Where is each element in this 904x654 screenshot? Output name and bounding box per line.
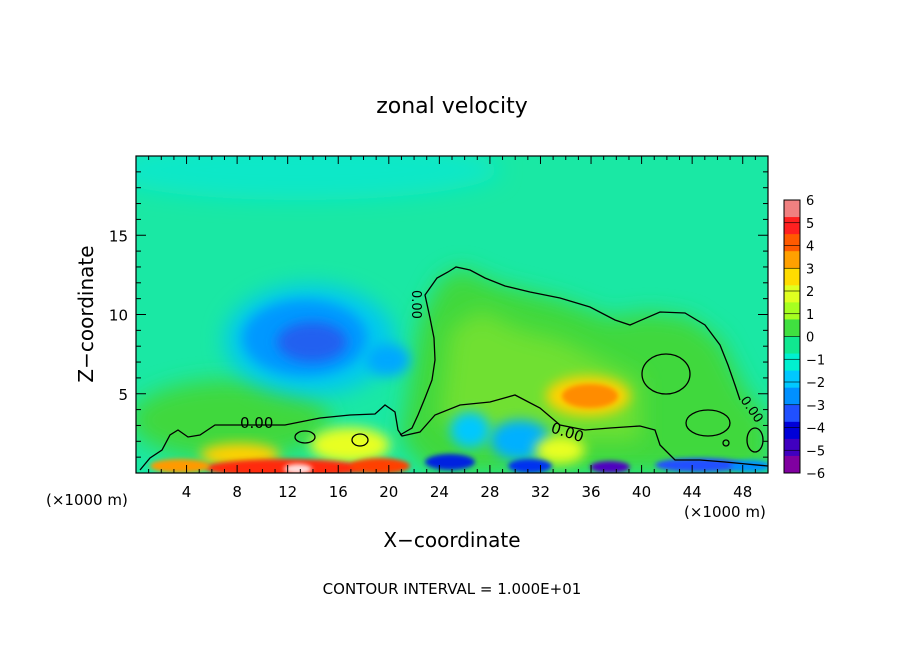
colorbar-swatch: [784, 353, 800, 372]
x-tick-label: 12: [278, 483, 297, 501]
colorbar-swatch: [784, 217, 800, 235]
colorbar-tick-label: −2: [806, 376, 825, 391]
field-surface-blue-2: [508, 459, 552, 473]
x-unit-right: (×1000 m): [684, 503, 766, 521]
x-tick-label: 32: [531, 483, 550, 501]
field-left-green: [136, 380, 330, 460]
contour-main: [399, 266, 741, 436]
colorbar-tick-label: 0: [806, 331, 814, 346]
field-surface-purple: [590, 461, 630, 473]
colorbar-tick-label: 5: [806, 217, 814, 232]
zero-contours: [139, 266, 768, 471]
contour-label-vertical: 0.00: [408, 290, 423, 319]
colorbar-swatch: [784, 404, 800, 423]
field-pos-inner: [562, 384, 618, 408]
chart-title: zonal velocity: [376, 94, 528, 119]
y-axis-label: Z−coordinate: [74, 245, 98, 382]
colorbar-tick-label: 1: [806, 308, 814, 323]
colorbar-swatch: [784, 285, 800, 303]
x-tick-label: 8: [232, 483, 242, 501]
contour-loop-lower-right: [685, 409, 731, 437]
field-low-yellow-3: [535, 436, 585, 464]
contour-loop-small-4: [722, 439, 730, 447]
x-tick-label: 4: [182, 483, 192, 501]
colorbar-tick-label: −3: [806, 399, 825, 414]
colorbar-tick-label: −6: [806, 467, 825, 482]
x-axis-ticks: 4 8 12 16 20 24 28 32 36 40 44 48: [148, 156, 756, 501]
contour-interval-note: CONTOUR INTERVAL = 1.000E+01: [323, 580, 582, 598]
x-tick-label: 24: [430, 483, 449, 501]
field-top-cyan: [136, 156, 500, 200]
y-tick-label: 15: [109, 227, 128, 245]
colorbar: 6 5 4 3 2 1 0 −1 −2 −3 −4 −5 −6: [783, 194, 825, 482]
colorbar-tick-label: 2: [806, 285, 814, 300]
colorbar-swatch: [784, 234, 800, 252]
colorbar-swatch: [784, 370, 800, 389]
x-tick-label: 44: [683, 483, 702, 501]
y-axis-ticks: 5 10 15: [109, 171, 768, 458]
colorbar-swatch: [784, 455, 800, 474]
colorbar-tick-label: −4: [806, 422, 825, 437]
x-tick-label: 16: [329, 483, 348, 501]
colorbar-tick-label: −5: [806, 444, 825, 459]
x-tick-label: 28: [480, 483, 499, 501]
y-tick-label: 5: [118, 386, 128, 404]
x-tick-label: 40: [632, 483, 651, 501]
field-surface-red-2: [350, 458, 410, 473]
contour-loop-small-3: [746, 427, 764, 453]
colorbar-swatch: [784, 200, 800, 218]
colorbar-tick-label: 6: [806, 194, 814, 209]
x-unit-left: (×1000 m): [46, 491, 128, 509]
colorbar-swatch: [784, 336, 800, 355]
x-axis-label: X−coordinate: [383, 528, 520, 552]
x-tick-label: 48: [733, 483, 752, 501]
contour-loop-small-1: [294, 430, 316, 444]
x-tick-label: 36: [581, 483, 600, 501]
colorbar-tick-label: −1: [806, 353, 825, 368]
x-tick-label: 20: [379, 483, 398, 501]
contour-loop-small-2: [351, 433, 369, 447]
field-neg-inner: [277, 322, 347, 362]
colorbar-swatch: [784, 438, 800, 457]
field-surface-white: [284, 464, 312, 473]
colorbar-swatch: [784, 387, 800, 406]
contour-loop-right: [641, 353, 691, 395]
field-low-yellow-1: [310, 427, 390, 463]
contour-label-left: 0.00: [240, 414, 273, 432]
colorbar-swatch: [784, 421, 800, 440]
field-surface-red-1: [205, 459, 365, 473]
colorbar-swatch: [784, 268, 800, 286]
colorbar-tick-label: 4: [806, 240, 814, 255]
y-tick-label: 10: [109, 307, 128, 325]
contour-lower: [139, 394, 768, 471]
field-low-blue-2: [450, 412, 490, 448]
colorbar-swatch: [784, 251, 800, 269]
colorbar-swatch: [784, 302, 800, 320]
field-surface-orange: [150, 459, 210, 473]
velocity-field: [136, 156, 768, 473]
colorbar-tick-label: 3: [806, 262, 814, 277]
field-neg-side: [366, 344, 410, 376]
colorbar-swatch: [784, 319, 800, 337]
field-surface-blue-1: [425, 454, 475, 470]
